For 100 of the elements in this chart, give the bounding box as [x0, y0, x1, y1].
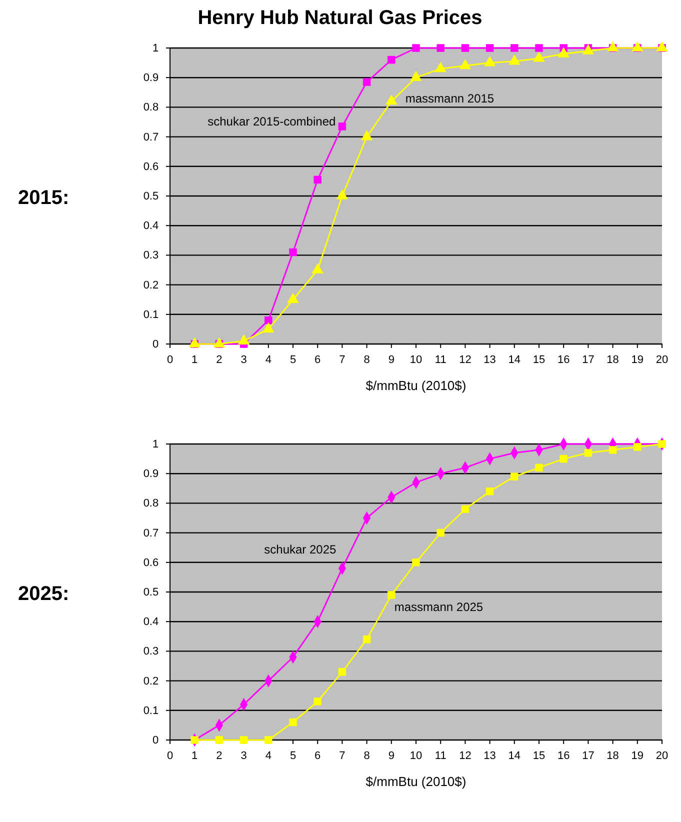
x-tick-label: 10: [410, 354, 422, 366]
x-tick-label: 20: [656, 750, 668, 762]
y-tick-label: 0.5: [143, 190, 159, 203]
y-tick-label: 0.4: [143, 616, 159, 628]
series-label: schukar 2015-combined: [208, 114, 336, 129]
point: [240, 736, 248, 744]
series-label: schukar 2025: [264, 542, 337, 556]
x-tick-label: 8: [364, 750, 370, 762]
point: [190, 736, 198, 744]
x-tick-label: 17: [582, 750, 594, 762]
point: [656, 41, 668, 52]
x-tick-label: 7: [339, 354, 346, 366]
y-tick-label: 1: [152, 42, 159, 55]
point: [533, 52, 545, 62]
x-tick-label: 3: [240, 354, 247, 366]
x-tick-label: 6: [314, 750, 321, 762]
point: [312, 263, 324, 274]
x-tick-label: 9: [388, 354, 394, 366]
point: [461, 505, 470, 513]
point: [436, 528, 444, 537]
point: [484, 56, 496, 66]
point: [558, 47, 570, 58]
point: [238, 334, 250, 344]
y-tick-label: 0.2: [143, 675, 159, 688]
x-tick-label: 1: [192, 354, 198, 366]
x-tick-label: 2: [216, 354, 222, 366]
point: [289, 248, 297, 256]
x-tick-label: 9: [388, 750, 394, 762]
x-tick-label: 14: [508, 750, 521, 762]
y-tick-label: 0.3: [143, 646, 159, 658]
y-tick-label: 0.9: [143, 72, 159, 84]
point: [314, 698, 322, 706]
point: [213, 337, 226, 348]
point: [510, 472, 518, 480]
series-label: massmann 2025: [394, 600, 484, 614]
point: [461, 44, 470, 52]
x-tick-label: 5: [290, 354, 296, 366]
y-axis-title: 2015:: [18, 187, 70, 209]
point: [314, 176, 322, 184]
x-tick-label: 18: [606, 354, 619, 366]
y-tick-label: 0.6: [143, 160, 159, 173]
y-tick-label: 0.5: [143, 586, 159, 599]
point: [632, 41, 644, 52]
y-tick-label: 0.9: [143, 468, 159, 480]
point: [188, 337, 200, 348]
point: [634, 443, 642, 451]
series-label: massmann 2015: [405, 91, 494, 106]
x-axis-title: $/mmBtu (2010$): [366, 378, 466, 393]
x-tick-label: 5: [290, 750, 296, 762]
point: [582, 44, 594, 54]
y-tick-label: 0: [152, 734, 159, 747]
point: [459, 58, 472, 70]
x-tick-label: 16: [557, 750, 570, 762]
point: [486, 44, 494, 52]
y-tick-label: 0.1: [143, 704, 159, 717]
x-tick-label: 0: [166, 750, 174, 762]
x-tick-label: 4: [265, 354, 272, 366]
y-tick-label: 0.4: [143, 220, 159, 232]
point: [436, 44, 444, 52]
point: [535, 44, 543, 52]
point: [560, 454, 568, 463]
x-tick-label: 12: [459, 750, 472, 762]
y-tick-label: 0.8: [143, 102, 159, 114]
x-tick-label: 16: [557, 354, 570, 366]
x-tick-label: 12: [459, 354, 472, 366]
x-tick-label: 19: [631, 354, 644, 366]
x-tick-label: 0: [166, 354, 174, 366]
y-tick-label: 0.7: [143, 527, 159, 540]
y-axis-title: 2025:: [18, 583, 70, 605]
point: [535, 464, 543, 472]
x-tick-label: 7: [339, 750, 346, 762]
point: [608, 446, 617, 454]
point: [264, 736, 272, 744]
point: [658, 440, 666, 448]
x-tick-label: 11: [434, 354, 446, 366]
point: [486, 487, 494, 496]
point: [510, 44, 518, 52]
y-tick-label: 0.1: [143, 308, 159, 321]
point: [264, 316, 272, 324]
x-tick-label: 8: [364, 354, 370, 366]
point: [412, 44, 420, 52]
x-tick-label: 10: [410, 750, 422, 762]
point: [362, 78, 371, 86]
x-tick-label: 19: [631, 750, 644, 762]
y-tick-label: 0.6: [143, 556, 159, 569]
point: [289, 718, 297, 726]
x-tick-label: 20: [656, 354, 668, 366]
point: [287, 292, 299, 303]
point: [410, 70, 422, 81]
y-tick-label: 0.3: [143, 250, 159, 262]
x-tick-label: 2: [216, 750, 222, 762]
x-tick-label: 13: [484, 354, 496, 366]
x-tick-label: 3: [240, 750, 247, 762]
point: [388, 591, 396, 599]
x-tick-label: 14: [508, 354, 521, 366]
point: [606, 41, 619, 52]
point: [215, 736, 224, 744]
point: [388, 56, 396, 64]
point: [362, 635, 371, 644]
x-tick-label: 15: [532, 750, 546, 762]
